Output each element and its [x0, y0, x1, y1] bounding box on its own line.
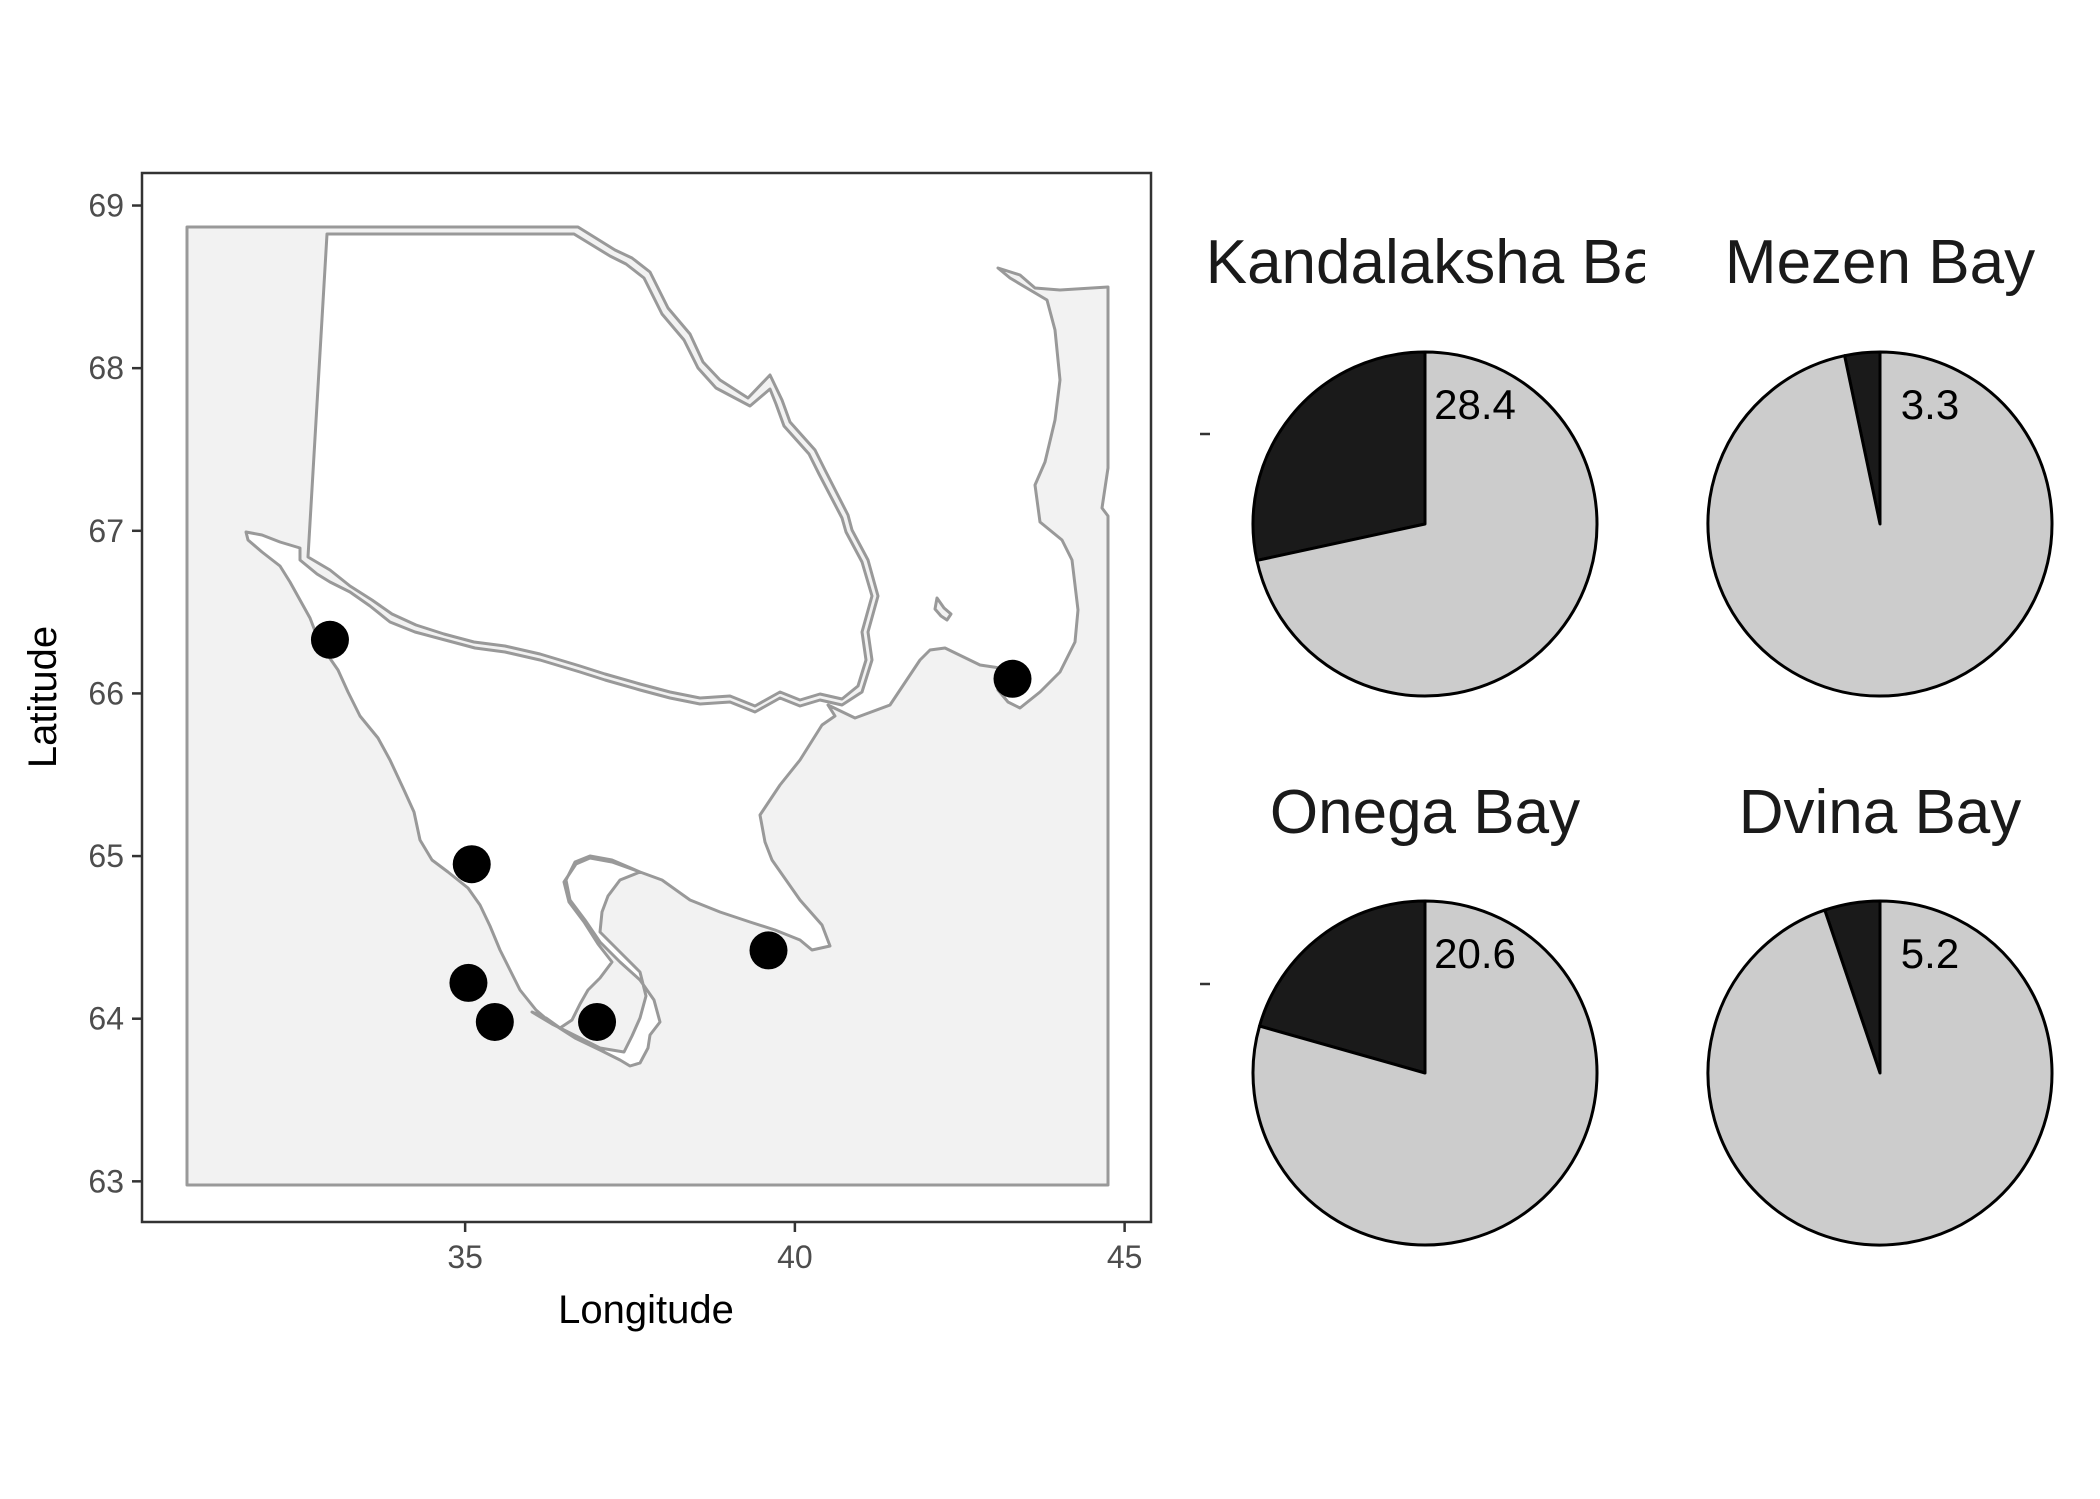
x-tick-label: 35 [447, 1239, 483, 1275]
pie-value-label: 3.3 [1901, 381, 1959, 428]
site-point [993, 659, 1032, 698]
y-axis-title: Latitude [21, 626, 65, 768]
x-tick-label: 45 [1107, 1239, 1143, 1275]
y-tick-label: 67 [88, 513, 124, 549]
map-frame [140, 171, 1153, 1224]
y-axis: 63 64 65 66 67 68 69 [88, 188, 142, 1199]
pie-value-label: 20.6 [1434, 930, 1516, 977]
site-point [310, 620, 349, 659]
y-tick-label: 69 [88, 188, 124, 224]
pie-facets: 28.4 Kandalaksha Bay 3.3 Mezen Bay 20.6 Onega… [1206, 228, 2054, 1247]
pie-1: 28.4 Kandalaksha Bay [1206, 228, 1689, 698]
site-point [452, 845, 491, 884]
y-tick-label: 64 [88, 1001, 124, 1037]
pie-slice [1706, 350, 2054, 698]
pie-slice [1251, 899, 1599, 1247]
pie-value-label: 28.4 [1434, 381, 1516, 428]
x-axis: 35 40 45 [447, 1222, 1142, 1275]
y-tick-label: 65 [88, 838, 124, 874]
site-point [578, 1002, 617, 1041]
y-tick-label: 66 [88, 675, 124, 711]
pie-title: Kandalaksha Bay [1206, 228, 1689, 297]
map-panel: 35 40 45 63 64 65 66 67 68 69 Longitude Latitude [21, 171, 1153, 1332]
x-tick-label: 40 [777, 1239, 813, 1275]
pie-slice [1251, 350, 1427, 562]
pie-slice [1258, 899, 1427, 1075]
pie-title: Dvina Bay [1739, 778, 2022, 847]
pie-3: 20.6 Onega Bay [1251, 778, 1599, 1247]
y-tick-label: 63 [88, 1163, 124, 1199]
pie-slice [1706, 899, 2054, 1247]
site-point [449, 963, 488, 1002]
pie-4: 5.2 Dvina Bay [1706, 778, 2054, 1247]
pie-title: Onega Bay [1270, 778, 1580, 847]
x-axis-title: Longitude [558, 1288, 734, 1332]
pie-2: 3.3 Mezen Bay [1706, 228, 2054, 698]
pie-value-label: 5.2 [1901, 930, 1959, 977]
site-point [475, 1002, 514, 1041]
pie-slice [1255, 350, 1599, 698]
site-point [749, 931, 788, 970]
pie-title: Mezen Bay [1725, 228, 2035, 297]
y-tick-label: 68 [88, 350, 124, 386]
sites-layer [310, 620, 1032, 1041]
land-polygon [185, 225, 1110, 1187]
